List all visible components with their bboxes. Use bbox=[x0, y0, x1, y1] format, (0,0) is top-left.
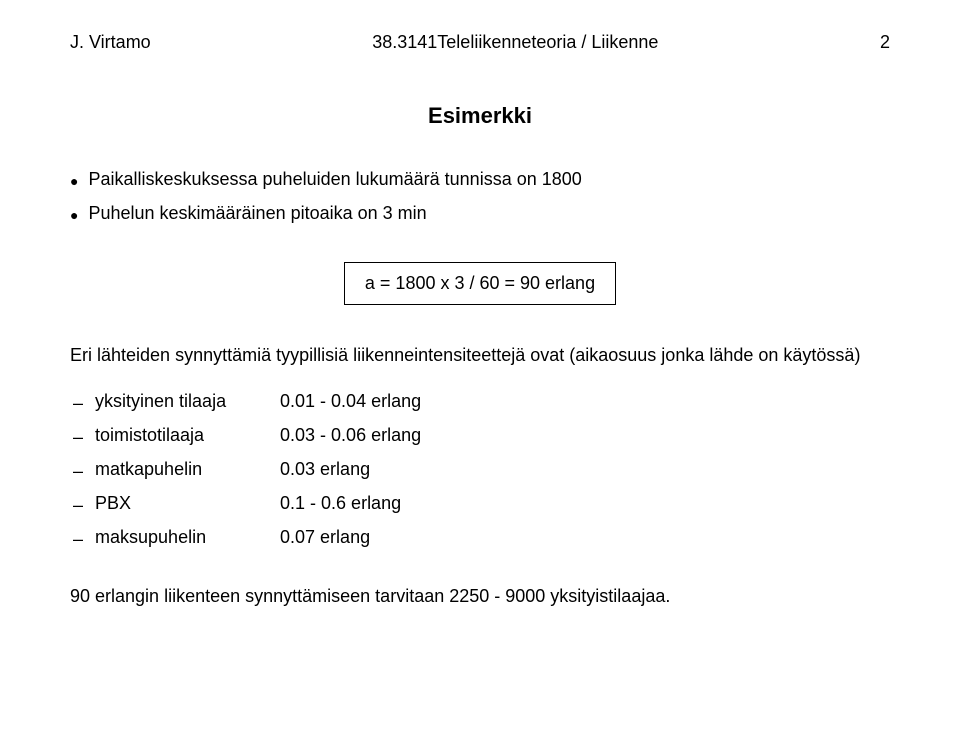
bullet-list: ● Paikalliskeskuksessa puheluiden lukumä… bbox=[70, 169, 890, 227]
header-title: 38.3141Teleliikenneteoria / Liikenne bbox=[372, 32, 658, 53]
intensity-value: 0.07 erlang bbox=[280, 527, 890, 548]
header-author: J. Virtamo bbox=[70, 32, 151, 53]
dash-icon: – bbox=[73, 425, 83, 449]
dash-icon: – bbox=[73, 391, 83, 415]
intensity-label: matkapuhelin bbox=[95, 459, 280, 480]
intensity-value: 0.01 - 0.04 erlang bbox=[280, 391, 890, 412]
intensity-label: toimistotilaaja bbox=[95, 425, 280, 446]
intensity-value: 0.03 erlang bbox=[280, 459, 890, 480]
intensity-list: – yksityinen tilaaja 0.01 - 0.04 erlang … bbox=[73, 391, 890, 551]
page-header: J. Virtamo 38.3141Teleliikenneteoria / L… bbox=[70, 32, 890, 53]
bullet-dot-icon: ● bbox=[70, 169, 78, 193]
intensity-value: 0.03 - 0.06 erlang bbox=[280, 425, 890, 446]
formula-text: a = 1800 x 3 / 60 = 90 erlang bbox=[365, 273, 595, 293]
dash-icon: – bbox=[73, 493, 83, 517]
intensity-value: 0.1 - 0.6 erlang bbox=[280, 493, 890, 514]
intensity-item: – PBX 0.1 - 0.6 erlang bbox=[73, 493, 890, 517]
header-page-number: 2 bbox=[880, 32, 890, 53]
bullet-item: ● Paikalliskeskuksessa puheluiden lukumä… bbox=[70, 169, 890, 193]
intensity-description: Eri lähteiden synnyttämiä tyypillisiä li… bbox=[70, 345, 890, 366]
bullet-dot-icon: ● bbox=[70, 203, 78, 227]
intensity-label: PBX bbox=[95, 493, 280, 514]
bullet-text: Paikalliskeskuksessa puheluiden lukumäär… bbox=[88, 169, 581, 190]
section-title: Esimerkki bbox=[70, 103, 890, 129]
intensity-label: maksupuhelin bbox=[95, 527, 280, 548]
intensity-item: – matkapuhelin 0.03 erlang bbox=[73, 459, 890, 483]
intensity-item: – yksityinen tilaaja 0.01 - 0.04 erlang bbox=[73, 391, 890, 415]
dash-icon: – bbox=[73, 459, 83, 483]
formula-box: a = 1800 x 3 / 60 = 90 erlang bbox=[344, 262, 616, 305]
footer-conclusion: 90 erlangin liikenteen synnyttämiseen ta… bbox=[70, 586, 890, 607]
intensity-item: – toimistotilaaja 0.03 - 0.06 erlang bbox=[73, 425, 890, 449]
intensity-item: – maksupuhelin 0.07 erlang bbox=[73, 527, 890, 551]
bullet-item: ● Puhelun keskimääräinen pitoaika on 3 m… bbox=[70, 203, 890, 227]
bullet-text: Puhelun keskimääräinen pitoaika on 3 min bbox=[88, 203, 426, 224]
dash-icon: – bbox=[73, 527, 83, 551]
intensity-label: yksityinen tilaaja bbox=[95, 391, 280, 412]
